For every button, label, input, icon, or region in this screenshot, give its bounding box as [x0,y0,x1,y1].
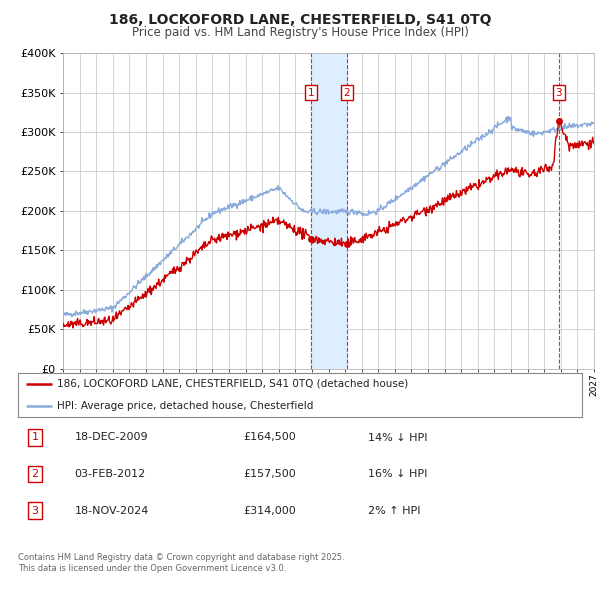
Text: 14% ↓ HPI: 14% ↓ HPI [368,432,427,442]
Text: Price paid vs. HM Land Registry's House Price Index (HPI): Price paid vs. HM Land Registry's House … [131,26,469,39]
Text: 1: 1 [308,87,314,97]
Text: £164,500: £164,500 [244,432,296,442]
Text: HPI: Average price, detached house, Chesterfield: HPI: Average price, detached house, Ches… [58,401,314,411]
Text: 16% ↓ HPI: 16% ↓ HPI [368,469,427,479]
Text: 03-FEB-2012: 03-FEB-2012 [74,469,146,479]
Text: 3: 3 [31,506,38,516]
Text: 18-NOV-2024: 18-NOV-2024 [74,506,149,516]
Text: Contains HM Land Registry data © Crown copyright and database right 2025.: Contains HM Land Registry data © Crown c… [18,553,344,562]
Text: 18-DEC-2009: 18-DEC-2009 [74,432,148,442]
Text: 186, LOCKOFORD LANE, CHESTERFIELD, S41 0TQ: 186, LOCKOFORD LANE, CHESTERFIELD, S41 0… [109,13,491,27]
Text: 2% ↑ HPI: 2% ↑ HPI [368,506,420,516]
Text: £314,000: £314,000 [244,506,296,516]
Text: 186, LOCKOFORD LANE, CHESTERFIELD, S41 0TQ (detached house): 186, LOCKOFORD LANE, CHESTERFIELD, S41 0… [58,379,409,389]
Bar [311,53,347,369]
Text: This data is licensed under the Open Government Licence v3.0.: This data is licensed under the Open Gov… [18,564,286,573]
Text: 2: 2 [31,469,38,479]
Text: 3: 3 [556,87,562,97]
Text: £157,500: £157,500 [244,469,296,479]
Text: 1: 1 [31,432,38,442]
Text: 2: 2 [343,87,350,97]
